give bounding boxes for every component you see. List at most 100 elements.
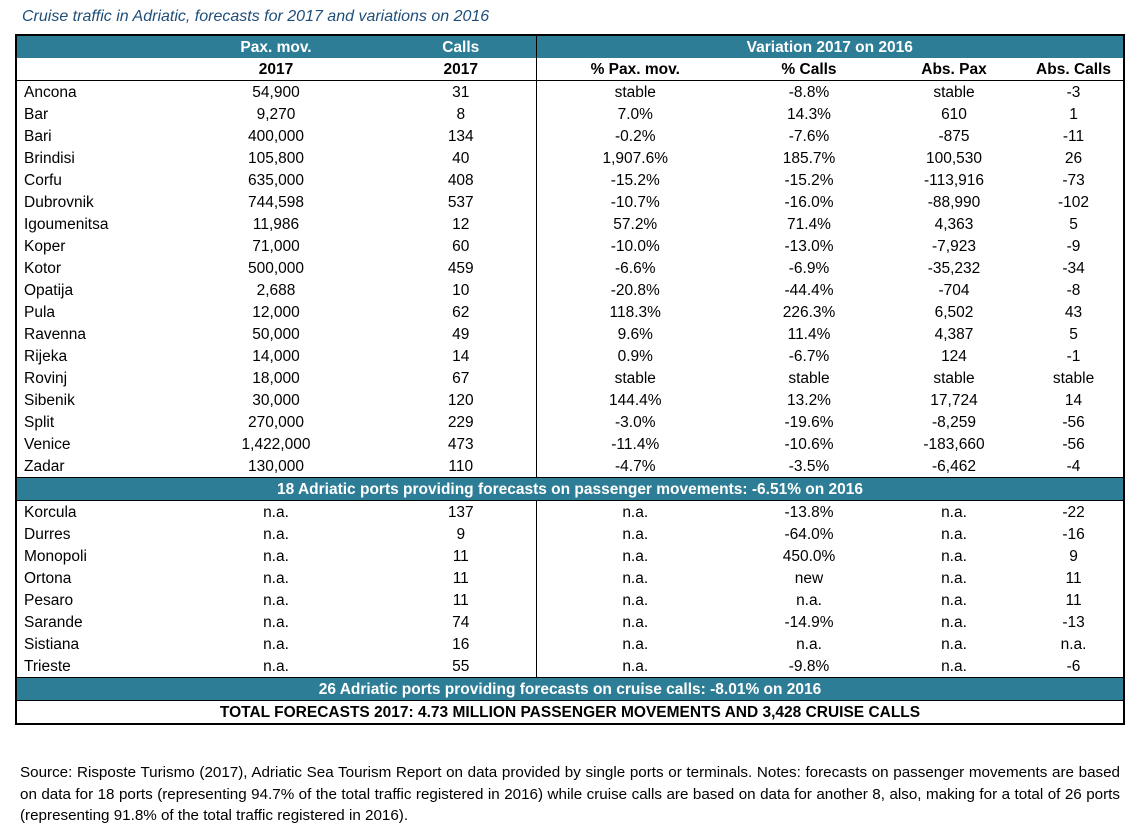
calls-cell: 40 bbox=[452, 149, 470, 167]
pax-cell: 500,000 bbox=[247, 259, 305, 277]
pax-cell: 2,688 bbox=[256, 281, 296, 299]
table-row: Brindisi 105,800 40 1,907.6% 185.7% 100,530 26 bbox=[16, 147, 1124, 169]
abs-calls-cell: -13 bbox=[1062, 613, 1085, 631]
calls-cell: 408 bbox=[447, 171, 474, 189]
abs-calls-cell: -56 bbox=[1062, 435, 1085, 453]
calls-cell: 31 bbox=[452, 83, 470, 101]
port-cell: Igoumenitsa bbox=[24, 215, 109, 233]
table-row: Koper 71,000 60 -10.0% -13.0% -7,923 -9 bbox=[16, 235, 1124, 257]
calls-cell: 14 bbox=[452, 347, 470, 365]
table-row: Ancona 54,900 31 stable -8.8% stable -3 bbox=[16, 80, 1124, 103]
abs-calls-cell: 1 bbox=[1069, 105, 1078, 123]
pct-calls-cell: n.a. bbox=[796, 591, 822, 609]
subheader-pct-calls: % Calls bbox=[734, 58, 884, 81]
abs-pax-cell: -88,990 bbox=[927, 193, 981, 211]
pax-cell: 54,900 bbox=[252, 83, 300, 101]
pct-calls-cell: -15.2% bbox=[784, 171, 834, 189]
table-row: Ravenna 50,000 49 9.6% 11.4% 4,387 5 bbox=[16, 323, 1124, 345]
pct-calls-cell: 14.3% bbox=[787, 105, 831, 123]
pct-pax-cell: 9.6% bbox=[535, 323, 734, 345]
port-cell: Venice bbox=[24, 435, 71, 453]
cruise-traffic-table: Pax. mov. Calls Variation 2017 on 2016 2… bbox=[15, 34, 1126, 725]
abs-pax-cell: -6,462 bbox=[932, 457, 976, 475]
pax-cell: 11,986 bbox=[252, 215, 300, 233]
pax-cell: 18,000 bbox=[252, 369, 300, 387]
pct-calls-cell: -8.8% bbox=[788, 83, 830, 101]
pax-cell: 744,598 bbox=[247, 193, 305, 211]
port-cell: Sistiana bbox=[24, 635, 80, 653]
abs-calls-cell: -34 bbox=[1062, 259, 1085, 277]
pax-cell: 30,000 bbox=[252, 391, 300, 409]
table-row: Zadar 130,000 110 -4.7% -3.5% -6,462 -4 bbox=[16, 455, 1124, 478]
abs-calls-cell: -102 bbox=[1058, 193, 1090, 211]
pct-pax-cell: -6.6% bbox=[535, 257, 734, 279]
subheader-abs-calls: Abs. Calls bbox=[1024, 58, 1125, 81]
port-cell: Ancona bbox=[24, 83, 77, 101]
table-row: Bar 9,270 8 7.0% 14.3% 610 1 bbox=[16, 103, 1124, 125]
calls-cell: 55 bbox=[452, 657, 470, 675]
abs-calls-cell: -22 bbox=[1062, 503, 1085, 521]
pct-pax-cell: 0.9% bbox=[535, 345, 734, 367]
abs-calls-cell: 9 bbox=[1069, 547, 1078, 565]
abs-calls-cell: -56 bbox=[1062, 413, 1085, 431]
port-cell: Bari bbox=[24, 127, 52, 145]
table-row: Corfu 635,000 408 -15.2% -15.2% -113,916 -73 bbox=[16, 169, 1124, 191]
pct-calls-cell: 185.7% bbox=[782, 149, 836, 167]
port-cell: Zadar bbox=[24, 457, 65, 475]
table-row: Trieste n.a. 55 n.a. -9.8% n.a. -6 bbox=[16, 655, 1124, 678]
pax-cell: n.a. bbox=[263, 591, 289, 609]
pct-pax-cell: n.a. bbox=[535, 523, 734, 545]
abs-pax-cell: 100,530 bbox=[925, 149, 983, 167]
table-row: Kotor 500,000 459 -6.6% -6.9% -35,232 -34 bbox=[16, 257, 1124, 279]
header-row-sub: 2017 2017 % Pax. mov. % Calls Abs. Pax A… bbox=[16, 58, 1125, 81]
calls-cell: 10 bbox=[452, 281, 470, 299]
table-row: Rovinj 18,000 67 stable stable stable stable bbox=[16, 367, 1124, 389]
pct-pax-cell: n.a. bbox=[535, 633, 734, 655]
abs-pax-cell: -8,259 bbox=[932, 413, 976, 431]
abs-calls-cell: -4 bbox=[1066, 457, 1081, 475]
pax-cell: 50,000 bbox=[252, 325, 300, 343]
abs-pax-cell: stable bbox=[933, 369, 975, 387]
port-cell: Dubrovnik bbox=[24, 193, 94, 211]
abs-pax-cell: -704 bbox=[938, 281, 970, 299]
pct-pax-cell: -0.2% bbox=[535, 125, 734, 147]
pct-calls-cell: -44.4% bbox=[784, 281, 834, 299]
abs-calls-cell: n.a. bbox=[1060, 635, 1087, 653]
pax-cell: n.a. bbox=[263, 569, 289, 587]
pct-pax-cell: n.a. bbox=[535, 655, 734, 678]
pax-cell: n.a. bbox=[263, 635, 289, 653]
pct-calls-cell: -14.9% bbox=[784, 613, 834, 631]
pct-calls-cell: -6.7% bbox=[788, 347, 830, 365]
abs-calls-cell: 14 bbox=[1064, 391, 1083, 409]
pct-calls-cell: 11.4% bbox=[787, 325, 831, 343]
calls-cell: 120 bbox=[447, 391, 474, 409]
pct-calls-cell: stable bbox=[788, 369, 830, 387]
abs-calls-cell: -11 bbox=[1062, 127, 1085, 145]
abs-pax-cell: n.a. bbox=[941, 591, 967, 609]
port-cell: Split bbox=[24, 413, 55, 431]
summary-band-passengers: 18 Adriatic ports providing forecasts on… bbox=[16, 477, 1125, 501]
table-caption: Cruise traffic in Adriatic, forecasts fo… bbox=[22, 8, 490, 25]
table-row: Venice 1,422,000 473 -11.4% -10.6% -183,660 -5… bbox=[16, 433, 1124, 455]
abs-pax-cell: 6,502 bbox=[934, 303, 974, 321]
pct-pax-cell: -4.7% bbox=[535, 455, 734, 478]
table-row: Dubrovnik 744,598 537 -10.7% -16.0% -88,990 -1… bbox=[16, 191, 1124, 213]
abs-calls-cell: -3 bbox=[1066, 83, 1081, 101]
abs-pax-cell: 124 bbox=[941, 347, 967, 365]
port-cell: Ortona bbox=[24, 569, 72, 587]
abs-pax-cell: -875 bbox=[938, 127, 970, 145]
pax-cell: 12,000 bbox=[252, 303, 300, 321]
pct-pax-cell: -3.0% bbox=[535, 411, 734, 433]
calls-cell: 9 bbox=[456, 525, 466, 543]
abs-calls-cell: 5 bbox=[1069, 325, 1078, 343]
calls-cell: 537 bbox=[447, 193, 474, 211]
port-cell: Pula bbox=[24, 303, 56, 321]
pct-pax-cell: -20.8% bbox=[535, 279, 734, 301]
abs-pax-cell: n.a. bbox=[941, 569, 967, 587]
pax-cell: 71,000 bbox=[252, 237, 300, 255]
header-pax-mov: Pax. mov. bbox=[166, 35, 386, 58]
port-cell: Opatija bbox=[24, 281, 74, 299]
abs-calls-cell: stable bbox=[1052, 369, 1095, 387]
calls-cell: 459 bbox=[447, 259, 474, 277]
source-note: Source: Risposte Turismo (2017), Adriati… bbox=[20, 764, 1120, 824]
